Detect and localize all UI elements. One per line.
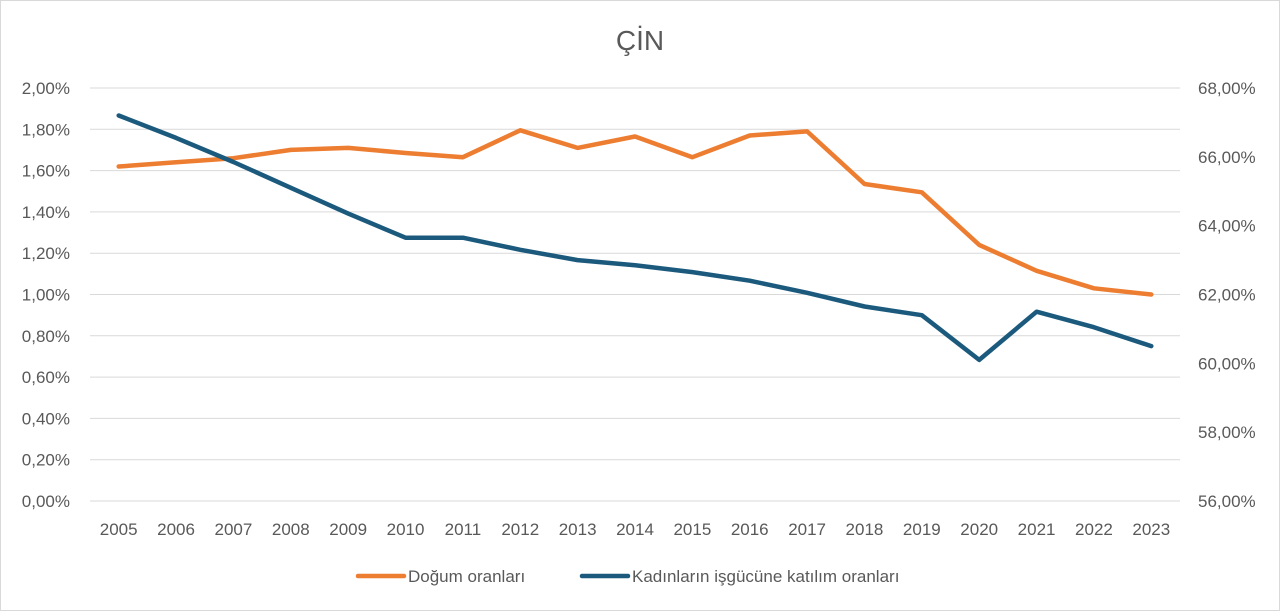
- x-axis-tick-label: 2016: [731, 520, 769, 539]
- x-axis-tick-label: 2011: [445, 520, 482, 539]
- x-axis-tick-label: 2019: [903, 520, 941, 539]
- x-axis-tick-label: 2020: [960, 520, 998, 539]
- x-axis-tick-label: 2021: [1018, 520, 1056, 539]
- left-axis-tick-label: 1,40%: [22, 203, 70, 222]
- x-axis-tick-label: 2006: [157, 520, 195, 539]
- legend-label: Doğum oranları: [408, 567, 525, 586]
- legend-label: Kadınların işgücüne katılım oranları: [632, 567, 899, 586]
- x-axis-tick-label: 2013: [559, 520, 597, 539]
- x-axis-tick-label: 2022: [1075, 520, 1113, 539]
- left-axis-tick-label: 2,00%: [22, 79, 70, 98]
- left-axis-tick-label: 1,20%: [22, 244, 70, 263]
- gridlines: [90, 87, 1180, 502]
- left-axis-tick-label: 0,60%: [22, 368, 70, 387]
- x-axis-tick-label: 2012: [501, 520, 539, 539]
- x-axis-tick-label: 2010: [387, 520, 425, 539]
- left-axis-tick-label: 1,60%: [22, 162, 70, 181]
- x-axis-tick-label: 2017: [788, 520, 826, 539]
- right-axis-ticks: 56,00% 58,00% 60,00% 62,00% 64,00% 66,00% 68,0…: [1198, 79, 1256, 511]
- x-axis-tick-label: 2015: [673, 520, 711, 539]
- right-axis-tick-label: 66,00%: [1198, 148, 1256, 167]
- x-axis-tick-label: 2007: [215, 520, 253, 539]
- legend: Doğum oranları Kadınların işgücüne katılı…: [355, 567, 899, 586]
- x-axis-tick-label: 2018: [846, 520, 884, 539]
- right-axis-tick-label: 64,00%: [1198, 217, 1256, 236]
- series-line-2: [116, 113, 1154, 363]
- x-axis-tick-label: 2005: [100, 520, 138, 539]
- chart-title: ÇİN: [616, 25, 664, 56]
- right-axis-tick-label: 62,00%: [1198, 286, 1256, 305]
- x-axis-tick-label: 2008: [272, 520, 310, 539]
- left-axis-tick-label: 0,40%: [22, 409, 70, 428]
- left-axis-ticks: 0,00% 0,20% 0,40% 0,60% 0,80% 1,00% 1,20% 1,40%…: [22, 79, 70, 511]
- left-axis-tick-label: 1,00%: [22, 286, 70, 305]
- left-axis-tick-label: 1,80%: [22, 120, 70, 139]
- right-axis-tick-label: 58,00%: [1198, 423, 1256, 442]
- right-axis-tick-label: 56,00%: [1198, 492, 1256, 511]
- series-line-1: [116, 128, 1154, 297]
- x-axis-tick-label: 2009: [329, 520, 367, 539]
- series-lines: [116, 113, 1154, 363]
- right-axis-tick-label: 60,00%: [1198, 354, 1256, 373]
- x-axis-ticks: 2005 2006 2007 2008 2009 2010 2011 2012 2013 2014…: [100, 520, 1170, 539]
- x-axis-tick-label: 2023: [1132, 520, 1170, 539]
- x-axis-tick-label: 2014: [616, 520, 654, 539]
- left-axis-tick-label: 0,00%: [22, 492, 70, 511]
- right-axis-tick-label: 68,00%: [1198, 79, 1256, 98]
- left-axis-tick-label: 0,20%: [22, 451, 70, 470]
- left-axis-tick-label: 0,80%: [22, 327, 70, 346]
